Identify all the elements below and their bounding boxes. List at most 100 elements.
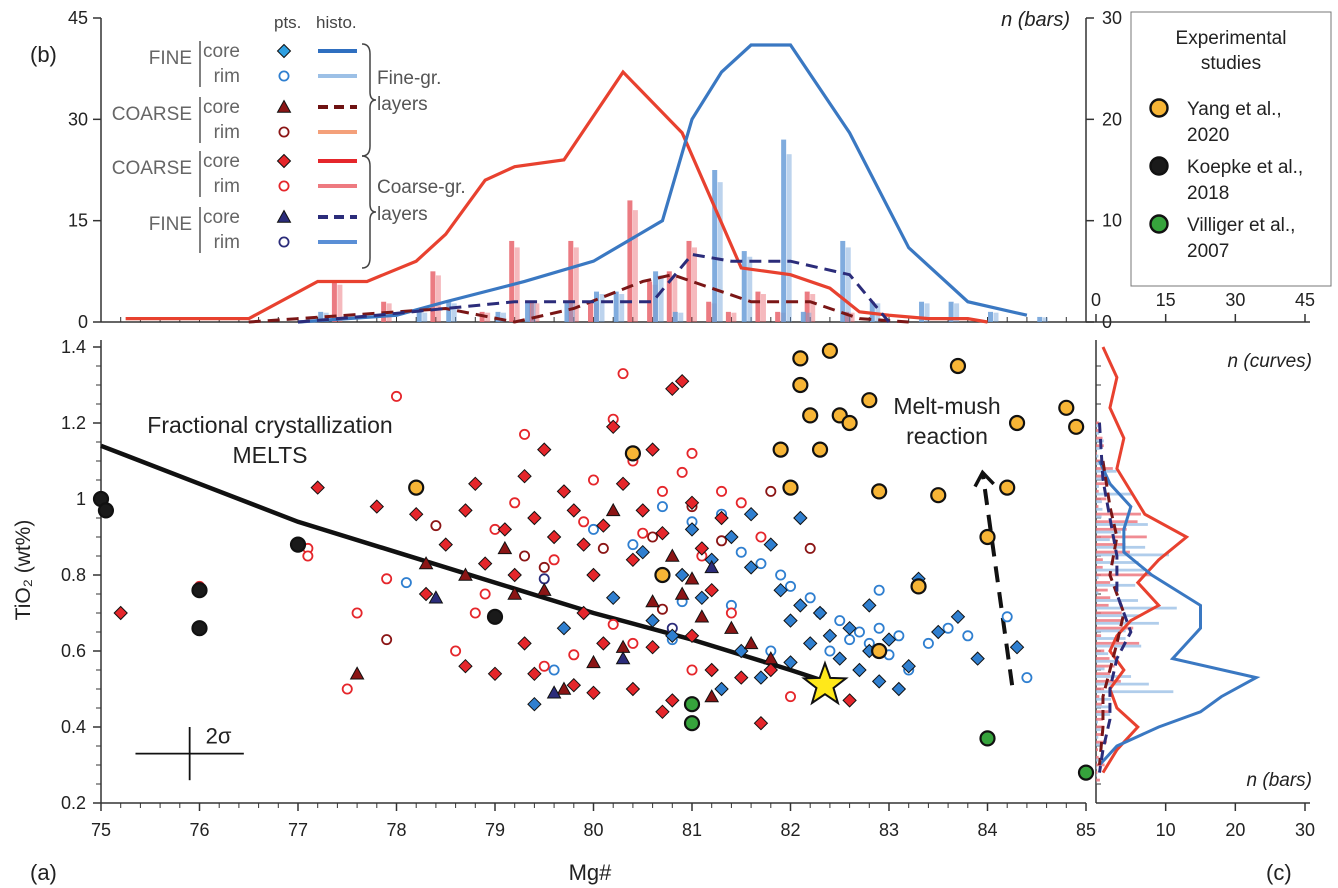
legend-experimental-studies: Experimental studies Yang et al., 2020 Koe… — [1130, 11, 1332, 287]
y-tick-label: 1.2 — [61, 413, 86, 433]
data-point — [647, 531, 659, 543]
data-point — [310, 480, 325, 495]
c-histogram-bar — [1096, 505, 1099, 508]
legend-part-label: core — [203, 207, 240, 228]
c-histogram-bar — [1096, 606, 1177, 610]
data-point — [694, 609, 710, 623]
data-point — [775, 569, 787, 581]
x-tick-label: 78 — [386, 820, 406, 840]
histogram-bar — [712, 170, 718, 322]
data-point — [812, 605, 828, 621]
brace-fine-line1: Fine-gr. — [377, 68, 441, 89]
c-histogram-bar — [1096, 454, 1099, 458]
panel-c-top-label: n (curves) — [1228, 351, 1312, 372]
c-top-tick-label: 15 — [1156, 290, 1176, 310]
histogram-bar — [430, 271, 436, 322]
c-bottom-tick-label: 30 — [1295, 820, 1315, 840]
histogram-bar — [446, 301, 452, 322]
annotation-melt-mush-2: reaction — [906, 423, 988, 449]
data-point — [684, 571, 700, 585]
data-point — [605, 590, 621, 606]
right-y-tick-label: 30 — [1102, 8, 1122, 28]
annotation-melt-mush-1: Melt-mush — [893, 393, 1000, 419]
c-histogram-bar — [1096, 515, 1102, 519]
data-point — [694, 541, 710, 556]
c-histogram-bar — [1096, 720, 1098, 724]
data-point — [527, 696, 542, 712]
data-point — [862, 598, 877, 613]
legend-exp-title-2: studies — [1201, 53, 1261, 74]
data-point — [477, 556, 493, 571]
c-histogram-bar — [1096, 629, 1126, 633]
data-point — [873, 622, 885, 634]
data-point — [861, 392, 878, 409]
c-histogram-bar — [1096, 687, 1105, 691]
data-point — [743, 635, 759, 650]
c-histogram-bar — [1096, 561, 1139, 564]
c-histogram-bar — [1096, 652, 1109, 656]
data-point — [724, 620, 739, 634]
c-histogram-bar — [1096, 485, 1099, 488]
data-point — [793, 510, 808, 526]
histogram-bar — [692, 247, 697, 322]
data-point — [782, 479, 799, 496]
data-point — [852, 662, 867, 678]
left-y-tick-label: 30 — [68, 109, 88, 129]
data-point — [507, 567, 522, 583]
data-point — [684, 628, 700, 644]
c-histogram-bar — [1096, 558, 1103, 562]
data-point — [302, 550, 314, 562]
panel-label-a: (a) — [30, 860, 57, 885]
data-point — [1021, 672, 1033, 684]
data-point — [450, 645, 462, 657]
c-histogram-bar — [1096, 672, 1111, 676]
histogram-bar — [845, 247, 851, 322]
data-point — [979, 528, 996, 546]
data-point — [1068, 418, 1085, 435]
c-histogram-bar — [1096, 611, 1122, 615]
right-y-tick-label: 10 — [1102, 211, 1122, 231]
data-point — [487, 666, 503, 682]
data-point — [999, 479, 1016, 496]
data-point — [586, 685, 601, 701]
histogram-bar — [781, 139, 787, 322]
c-histogram-bar — [1096, 728, 1101, 732]
data-point — [519, 550, 531, 562]
c-histogram-bar — [1096, 424, 1098, 428]
data-point — [576, 605, 591, 621]
legend-group-label: COARSE — [112, 104, 192, 125]
data-point — [683, 715, 701, 732]
data-point — [683, 696, 701, 713]
data-point — [479, 588, 491, 600]
histogram-bar — [806, 312, 812, 322]
data-point — [704, 559, 720, 574]
c-bottom-tick-label: 20 — [1225, 820, 1245, 840]
histogram-bar — [534, 303, 540, 322]
legend-exp-label: 2007 — [1187, 241, 1229, 262]
histogram-bar — [993, 312, 999, 322]
data-point — [625, 681, 641, 697]
data-point — [949, 357, 967, 375]
data-point — [755, 531, 767, 543]
data-point — [400, 577, 412, 589]
histogram-bar — [686, 240, 692, 322]
x-tick-label: 82 — [780, 820, 800, 840]
legend-part-label: rim — [214, 176, 240, 197]
data-point — [694, 590, 710, 606]
c-histogram-bar — [1096, 545, 1146, 549]
data-point — [716, 535, 728, 547]
data-point — [1058, 399, 1075, 416]
annotation-melts-2: MELTS — [233, 442, 308, 468]
data-point — [568, 649, 580, 661]
data-point — [942, 622, 954, 634]
histogram-bar — [760, 294, 766, 322]
data-point — [654, 566, 671, 584]
data-point — [674, 567, 690, 583]
legend-part-label: core — [203, 41, 240, 62]
data-point — [418, 556, 434, 570]
c-distribution-curve — [1097, 460, 1126, 766]
legend-header-pts: pts. — [274, 13, 301, 32]
legend-exp-marker — [1149, 214, 1169, 234]
data-point — [1077, 764, 1095, 781]
c-histogram-bar — [1096, 717, 1104, 721]
